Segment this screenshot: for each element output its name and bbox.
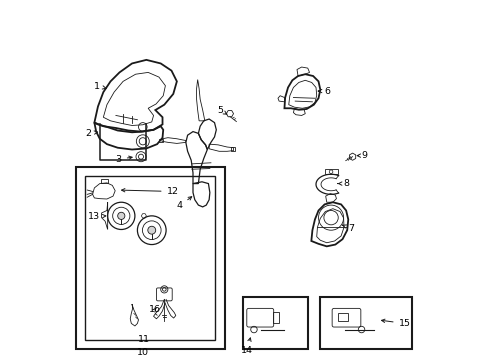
Text: 1: 1 [94, 82, 106, 91]
Circle shape [148, 226, 156, 234]
Text: 11: 11 [138, 335, 150, 344]
Bar [243, 297, 308, 348]
Bar [338, 313, 348, 321]
Bar [320, 297, 412, 348]
Bar [324, 169, 338, 174]
Text: 9: 9 [357, 151, 367, 160]
Circle shape [118, 212, 125, 220]
Bar [85, 176, 215, 339]
Text: 8: 8 [338, 179, 349, 188]
Bar [159, 139, 163, 142]
Text: 2: 2 [85, 129, 98, 138]
Bar [76, 167, 225, 348]
Text: 6: 6 [318, 86, 330, 95]
Bar [101, 179, 108, 183]
Bar [272, 312, 279, 323]
Text: 5: 5 [217, 105, 227, 114]
Text: 3: 3 [116, 155, 132, 164]
Text: 15: 15 [382, 319, 411, 328]
Text: 14: 14 [241, 338, 253, 355]
Text: 13: 13 [88, 212, 106, 221]
Text: 4: 4 [177, 197, 192, 210]
Bar [231, 147, 235, 151]
Text: 12: 12 [122, 187, 178, 196]
Text: 10: 10 [137, 348, 149, 357]
Text: 7: 7 [343, 224, 354, 233]
Text: 16: 16 [148, 305, 161, 314]
